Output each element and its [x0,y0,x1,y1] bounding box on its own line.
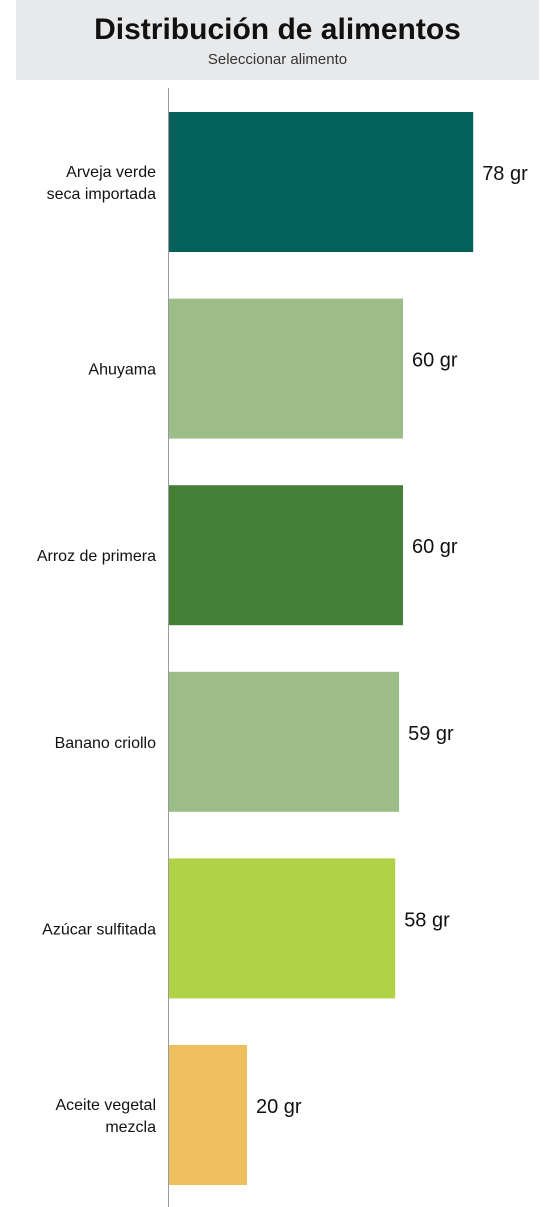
bar[interactable] [169,858,396,999]
bar[interactable] [169,671,400,812]
bar[interactable] [169,485,403,626]
category-label-line: Arroz de primera [37,548,156,565]
category-label: Ahuyama [88,362,156,379]
category-label-line: mezcla [105,1119,156,1136]
bar-value-label: 60 gr [412,350,458,372]
bar[interactable] [169,1045,247,1185]
bar-value-label: 20 gr [256,1096,302,1118]
category-label-line: Banano criollo [55,735,157,752]
chart-title: Distribución de alimentos [94,13,461,46]
bar-value-label: 59 gr [408,723,454,745]
category-label-line: Azúcar sulfitada [42,921,156,938]
category-label: Azúcar sulfitada [42,921,156,938]
bar-chart: 78 gr Arveja verde seca importada 60 gr Ahuy… [37,88,528,1207]
category-label: Banano criollo [55,735,157,752]
category-label-line: Ahuyama [88,362,156,379]
chart-header: Distribución de alimentos Seleccionar al… [16,0,539,80]
bar-value-label: 58 gr [404,909,450,931]
category-label-line: Arveja verde [66,164,156,181]
bar[interactable] [169,298,403,439]
category-label: Aceite vegetal mezcla [55,1097,156,1136]
bar-value-label: 78 gr [482,163,528,185]
select-food-link[interactable]: Seleccionar alimento [207,51,348,68]
bar-value-label: 60 gr [412,536,458,558]
bar[interactable] [169,112,474,252]
category-label-line: Aceite vegetal [55,1097,156,1114]
category-label: Arroz de primera [37,548,156,565]
category-label-line: seca importada [47,186,156,203]
category-label: Arveja verde seca importada [47,164,156,203]
